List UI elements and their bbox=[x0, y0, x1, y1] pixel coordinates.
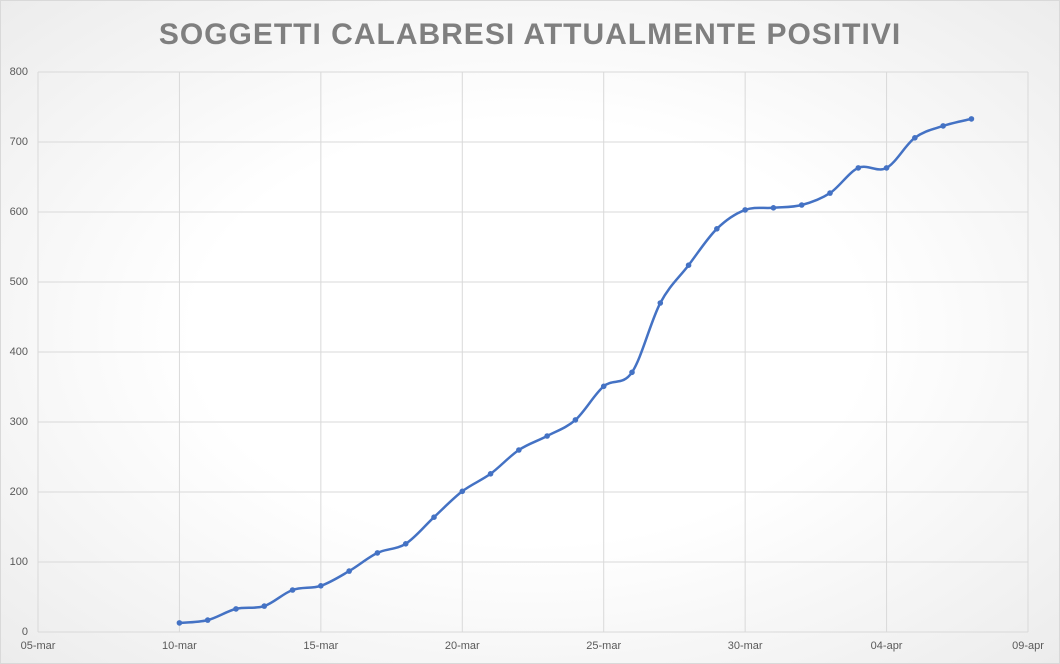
x-tick-label: 05-mar bbox=[21, 640, 56, 652]
x-tick-label: 15-mar bbox=[303, 640, 338, 652]
point bbox=[629, 369, 635, 376]
point bbox=[346, 568, 352, 574]
point bbox=[883, 165, 890, 171]
x-tick-label: 04-apr bbox=[871, 640, 903, 652]
y-tick-label: 500 bbox=[10, 276, 28, 288]
point bbox=[714, 226, 720, 232]
point bbox=[742, 207, 748, 213]
y-tick-label: 200 bbox=[10, 486, 28, 498]
point bbox=[261, 603, 268, 609]
point bbox=[374, 550, 381, 556]
point bbox=[827, 190, 833, 196]
x-tick-label: 09-apr bbox=[1012, 640, 1044, 652]
point bbox=[685, 262, 692, 269]
point bbox=[912, 135, 918, 141]
point bbox=[204, 617, 211, 623]
point bbox=[431, 514, 437, 520]
point bbox=[516, 447, 522, 453]
y-tick-label: 800 bbox=[10, 66, 28, 78]
y-tick-label: 100 bbox=[10, 556, 28, 568]
y-tick-label: 700 bbox=[10, 136, 28, 148]
point bbox=[233, 606, 239, 612]
point bbox=[798, 202, 805, 208]
point bbox=[487, 471, 494, 477]
point bbox=[176, 620, 183, 626]
y-tick-label: 400 bbox=[10, 346, 28, 358]
point bbox=[657, 300, 664, 306]
point bbox=[544, 433, 550, 439]
y-tick-label: 300 bbox=[10, 416, 28, 428]
point bbox=[770, 205, 777, 211]
chart-title: SOGGETTI CALABRESI ATTUALMENTE POSITIVI bbox=[159, 18, 901, 51]
point bbox=[402, 541, 409, 547]
point bbox=[289, 587, 296, 593]
x-tick-label: 10-mar bbox=[162, 640, 197, 652]
point bbox=[968, 116, 975, 122]
point bbox=[940, 123, 946, 129]
point bbox=[459, 488, 466, 495]
point bbox=[855, 165, 862, 171]
x-tick-label: 20-mar bbox=[445, 640, 480, 652]
x-tick-label: 25-mar bbox=[586, 640, 621, 652]
x-tick-label: 30-mar bbox=[728, 640, 763, 652]
line bbox=[179, 117, 972, 625]
point bbox=[600, 383, 607, 390]
y-tick-label: 0 bbox=[22, 626, 28, 638]
point bbox=[318, 583, 324, 589]
y-tick-label: 600 bbox=[10, 206, 28, 218]
point bbox=[572, 417, 579, 423]
